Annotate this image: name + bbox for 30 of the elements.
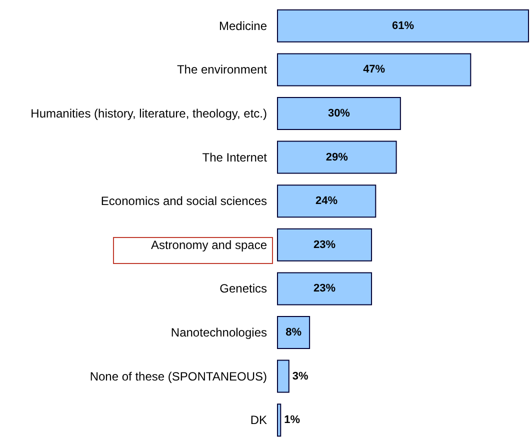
bar xyxy=(277,140,397,174)
bar xyxy=(277,228,372,262)
data-label: 23% xyxy=(313,282,336,295)
y-tick-label: The environment xyxy=(176,62,268,77)
data-label: 24% xyxy=(316,195,338,208)
data-label: 61% xyxy=(392,20,414,32)
bar xyxy=(277,184,376,218)
data-label: 47% xyxy=(363,64,386,76)
bar xyxy=(277,316,310,349)
y-tick-label: Nanotechnologies xyxy=(170,326,267,340)
bar xyxy=(277,9,529,42)
y-tick-label: DK xyxy=(250,413,267,428)
bar xyxy=(277,53,472,86)
bar xyxy=(277,404,282,437)
y-tick-label: None of these (SPONTANEOUS) xyxy=(90,369,267,384)
y-tick-label: Astronomy and space xyxy=(150,238,268,252)
data-label: 8% xyxy=(286,326,302,338)
data-label: 1% xyxy=(284,414,300,426)
data-label: 23% xyxy=(313,238,336,251)
bar xyxy=(277,272,372,306)
y-tick-label: Economics and social sciences xyxy=(100,194,267,208)
y-tick-label: The Internet xyxy=(202,150,268,164)
data-label: 30% xyxy=(328,108,350,120)
y-tick-label: Genetics xyxy=(220,282,267,296)
bar xyxy=(277,360,290,393)
bar xyxy=(277,97,401,130)
data-label: 29% xyxy=(326,151,348,164)
y-tick-label: Medicine xyxy=(218,18,268,33)
y-tick-label: Humanities (history, literature, theology, etc.) xyxy=(30,106,267,120)
data-label: 3% xyxy=(292,370,309,382)
